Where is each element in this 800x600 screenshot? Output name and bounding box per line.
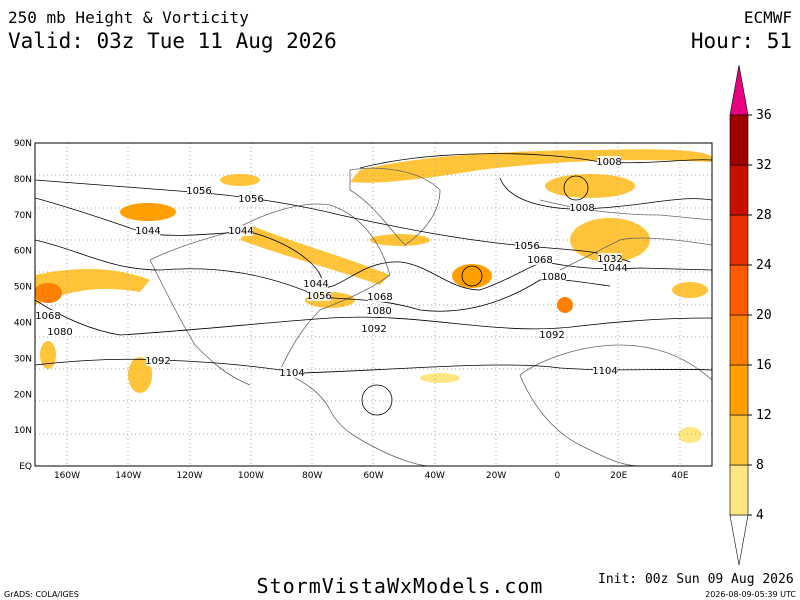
contour-label-bg	[36, 310, 60, 321]
colorbar-label: 24	[756, 258, 772, 273]
colorbar-label: 8	[756, 458, 764, 473]
colorbar-label: 32	[756, 158, 772, 173]
colorbar-band	[729, 264, 749, 316]
contour-label-bg	[362, 323, 386, 334]
contour-label-bg	[598, 253, 622, 264]
colorbar-band	[729, 364, 749, 416]
site: StormVistaWxModels.com	[257, 574, 544, 598]
contour-label-bg	[229, 225, 253, 236]
map-frame	[34, 142, 713, 467]
contour-label-bg	[542, 271, 566, 282]
contour-label-bg	[528, 254, 552, 265]
contour-label: 1008	[596, 157, 621, 168]
contour-label-bg	[48, 326, 72, 337]
colorbar-band	[729, 164, 749, 216]
valid-time: Valid: 03z Tue 11 Aug 2026	[8, 29, 337, 53]
lon-label: 80W	[302, 471, 322, 481]
lat-label: 20N	[14, 390, 32, 400]
colorbar-band	[729, 314, 749, 366]
contour-label-bg	[540, 329, 564, 340]
contour-label-bg	[146, 355, 170, 366]
lon-label: 60W	[363, 471, 383, 481]
contour-label: 1056	[186, 186, 211, 197]
contour-label-bg	[603, 262, 627, 273]
contour-label-bg	[367, 305, 391, 316]
colorbar-band	[729, 464, 749, 516]
lat-label: 40N	[14, 319, 32, 329]
contour-label: 1008	[569, 203, 594, 214]
colorbar-label: 36	[756, 108, 772, 123]
lon-label: 0	[555, 471, 561, 481]
colorbar-bottom	[729, 514, 749, 566]
contour-label-bg	[570, 202, 594, 213]
colorbar-label: 12	[756, 408, 772, 423]
lon-label: 40W	[425, 471, 445, 481]
contour-label: 1044	[135, 226, 160, 237]
contour-label: 1068	[527, 255, 552, 266]
contour-label-bg	[239, 193, 263, 204]
colorbar-label: 16	[756, 358, 772, 373]
credit: GrADS: COLA/IGES	[4, 590, 79, 599]
contour-label-bg	[368, 291, 392, 302]
lat-label: 80N	[14, 175, 32, 185]
timestamp: 2026-08-09-05:39 UTC	[705, 590, 796, 599]
contour-label-bg	[307, 290, 331, 301]
contour-label: 1080	[47, 327, 72, 338]
lon-label: 160W	[54, 471, 80, 481]
contour-label: 1104	[279, 368, 304, 379]
contour-label: 1092	[145, 356, 170, 367]
contour-label: 1056	[514, 241, 539, 252]
contour-label-bg	[593, 365, 617, 376]
vorticity-shading	[35, 149, 712, 443]
contour-label-bg	[304, 278, 328, 289]
lon-label: 40E	[671, 471, 688, 481]
colorbar-band	[729, 414, 749, 466]
lon-label: 120W	[177, 471, 203, 481]
lon-label: 20W	[486, 471, 506, 481]
colorbar-band	[729, 114, 749, 166]
lat-label: 60N	[14, 247, 32, 257]
colorbar-label: 28	[756, 208, 772, 223]
contour-label: 1044	[602, 263, 627, 274]
coastlines	[149, 167, 712, 466]
contour-label: 1044	[228, 226, 253, 237]
lon-label: 100W	[238, 471, 264, 481]
contour-label: 1104	[592, 366, 617, 377]
contour-label-bg	[597, 156, 621, 167]
lat-label: 10N	[14, 426, 32, 436]
contour-label-bg	[136, 225, 160, 236]
contour-label: 1092	[539, 330, 564, 341]
lat-label: EQ	[19, 462, 32, 472]
contour-label: 1080	[366, 306, 391, 317]
lat-label: 50N	[14, 283, 32, 293]
contour-label: 1068	[367, 292, 392, 303]
contour-label-bg	[280, 367, 304, 378]
lon-label: 140W	[115, 471, 141, 481]
lat-label: 70N	[14, 211, 32, 221]
contour-label-bg	[515, 240, 539, 251]
contour-label: 1092	[361, 324, 386, 335]
map-area	[35, 143, 712, 466]
contour-label: 1056	[238, 194, 263, 205]
colorbar-label: 20	[756, 308, 772, 323]
contour-label-bg	[187, 185, 211, 196]
colorbar-top	[729, 64, 749, 116]
contour-label: 1068	[35, 311, 60, 322]
contour-label: 1032	[597, 254, 622, 265]
colorbar-label: 4	[756, 508, 764, 523]
lon-label: 20E	[610, 471, 627, 481]
colorbar-band	[729, 214, 749, 266]
init-time: Init: 00z Sun 09 Aug 2026	[598, 572, 794, 587]
contour-label: 1080	[541, 272, 566, 283]
model: ECMWF	[744, 8, 792, 27]
contour-label: 1044	[303, 279, 328, 290]
contour-label: 1056	[306, 291, 331, 302]
title: 250 mb Height & Vorticity	[8, 8, 249, 27]
lat-label: 90N	[14, 139, 32, 149]
lat-label: 30N	[14, 354, 32, 364]
forecast-hour: Hour: 51	[691, 29, 792, 53]
